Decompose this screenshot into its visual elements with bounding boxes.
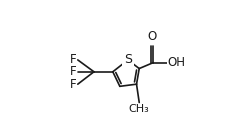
Text: CH₃: CH₃	[129, 104, 150, 114]
Text: OH: OH	[168, 56, 186, 69]
Text: S: S	[124, 53, 132, 66]
Text: F: F	[70, 78, 77, 91]
Text: F: F	[70, 53, 77, 66]
Text: O: O	[147, 30, 157, 43]
Text: F: F	[70, 65, 77, 78]
